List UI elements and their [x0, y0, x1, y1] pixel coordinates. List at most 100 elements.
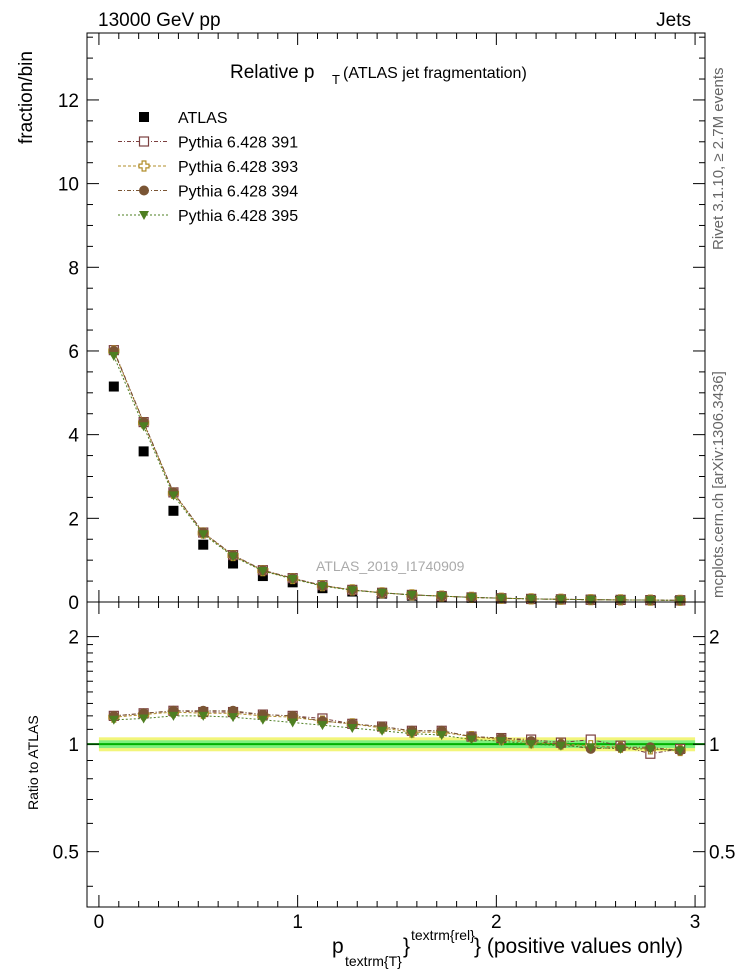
xlabel-sup: textrm{rel}	[411, 927, 475, 943]
rivet-label: Rivet 3.1.10, ≥ 2.7M events	[710, 68, 727, 251]
data-point	[168, 491, 179, 501]
data-point	[138, 446, 149, 457]
legend-label: Pythia 6.428 395	[178, 208, 298, 225]
xlabel-sub: textrm{T}	[345, 953, 402, 969]
main-series	[108, 345, 686, 606]
mcplots-label: mcplots.cern.ch [arXiv:1306.3436]	[710, 371, 727, 598]
data-point	[436, 592, 447, 602]
ratio-point	[675, 746, 686, 756]
x-axis-label: p textrm{T} } textrm{rel} } (positive va…	[332, 927, 683, 969]
x-tick-label: 3	[690, 912, 701, 933]
ratio-series-line	[113, 710, 681, 751]
legend-marker	[139, 112, 149, 122]
ratio-y-tick-label-right: 2	[709, 628, 720, 649]
data-point	[198, 539, 209, 550]
legend: ATLAS Pythia 6.428 391 Pythia 6.428 393 Pyt…	[118, 110, 298, 225]
legend-label: ATLAS	[178, 110, 228, 127]
ratio-panel: 0.5 0.5 1 1 2 2 0 1 2 3 Ratio to ATLAS	[25, 601, 735, 933]
ratio-point	[406, 729, 417, 739]
data-point	[526, 594, 537, 604]
title-rest: (ATLAS jet fragmentation)	[343, 65, 527, 82]
y-tick-label: 10	[58, 175, 79, 196]
legend-marker	[138, 160, 150, 172]
ratio-ticks: 0.5 0.5 1 1 2 2 0 1 2 3	[53, 602, 735, 933]
data-point	[466, 593, 477, 603]
data-point	[257, 567, 268, 577]
ratio-point	[555, 741, 566, 751]
ratio-point	[287, 718, 298, 728]
ratio-point	[257, 715, 268, 725]
header-left: 13000 GeV pp	[98, 10, 221, 31]
data-point	[138, 422, 149, 432]
y-tick-label: 4	[68, 426, 79, 447]
ratio-point	[377, 726, 388, 736]
ratio-point	[526, 740, 537, 750]
ratio-y-tick-label-right: 0.5	[709, 843, 735, 864]
title-main: Relative p	[230, 62, 315, 83]
legend-label: Pythia 6.428 393	[178, 159, 298, 176]
xlabel-brace: }	[403, 935, 410, 958]
y-tick-label: 12	[58, 91, 79, 112]
data-point	[228, 552, 239, 562]
y-tick-label: 6	[68, 342, 79, 363]
legend-label: Pythia 6.428 391	[178, 135, 298, 152]
data-point	[406, 590, 417, 600]
ratio-point	[228, 713, 239, 723]
ratio-point	[585, 743, 596, 753]
y-tick-label: 2	[68, 509, 79, 530]
ratio-frame	[86, 601, 706, 908]
main-panel: 0 2 4 6 8 10 12 fraction/bin Relative p T (ATL…	[16, 32, 706, 614]
ratio-point	[168, 711, 179, 721]
data-point	[347, 586, 358, 596]
ratio-series	[108, 705, 686, 759]
x-tick-label: 2	[491, 912, 502, 933]
ratio-point	[615, 744, 626, 754]
legend-label: Pythia 6.428 394	[178, 184, 298, 201]
x-tick-label: 1	[292, 912, 303, 933]
ratio-point	[347, 723, 358, 733]
data-point	[228, 558, 239, 569]
data-point	[317, 582, 328, 592]
ratio-point	[287, 710, 298, 721]
ratio-ylabel: Ratio to ATLAS	[25, 715, 41, 810]
legend-marker	[139, 185, 149, 196]
data-point	[287, 574, 298, 584]
xlabel-main: p	[332, 935, 344, 958]
ratio-y-tick-label: 1	[68, 735, 79, 756]
y-tick-label: 0	[68, 593, 79, 614]
ratio-point	[198, 711, 209, 721]
data-point	[645, 596, 656, 606]
data-point	[615, 595, 626, 605]
ratio-point	[108, 715, 119, 725]
ratio-y-tick-label: 0.5	[53, 843, 79, 864]
ratio-point	[645, 744, 656, 754]
header-right: Jets	[656, 10, 691, 31]
analysis-watermark: ATLAS_2019_I1740909	[316, 558, 465, 574]
data-point	[168, 505, 179, 516]
x-tick-label: 0	[94, 912, 105, 933]
data-point	[377, 588, 388, 598]
ratio-y-tick-label-right: 1	[709, 735, 720, 756]
ratio-point	[466, 735, 477, 745]
main-ylabel: fraction/bin	[16, 51, 37, 144]
xlabel-rest: } (positive values only)	[474, 935, 683, 958]
ratio-point	[317, 721, 328, 731]
data-point	[108, 381, 119, 392]
data-point	[198, 530, 209, 540]
data-point	[585, 595, 596, 605]
ratio-point	[436, 731, 447, 741]
main-ticks: 0 2 4 6 8 10 12	[58, 33, 705, 614]
data-point	[675, 596, 686, 606]
data-point	[108, 351, 119, 361]
series-line	[113, 355, 681, 601]
legend-marker	[138, 136, 150, 147]
data-point	[496, 594, 507, 604]
ratio-series-line	[113, 715, 681, 751]
data-point	[555, 595, 566, 605]
ratio-y-tick-label: 2	[68, 628, 79, 649]
series-line	[113, 350, 681, 601]
ratio-point	[496, 737, 507, 747]
y-tick-label: 8	[68, 258, 79, 279]
main-title: Relative p T (ATLAS jet fragmentation)	[230, 62, 527, 87]
